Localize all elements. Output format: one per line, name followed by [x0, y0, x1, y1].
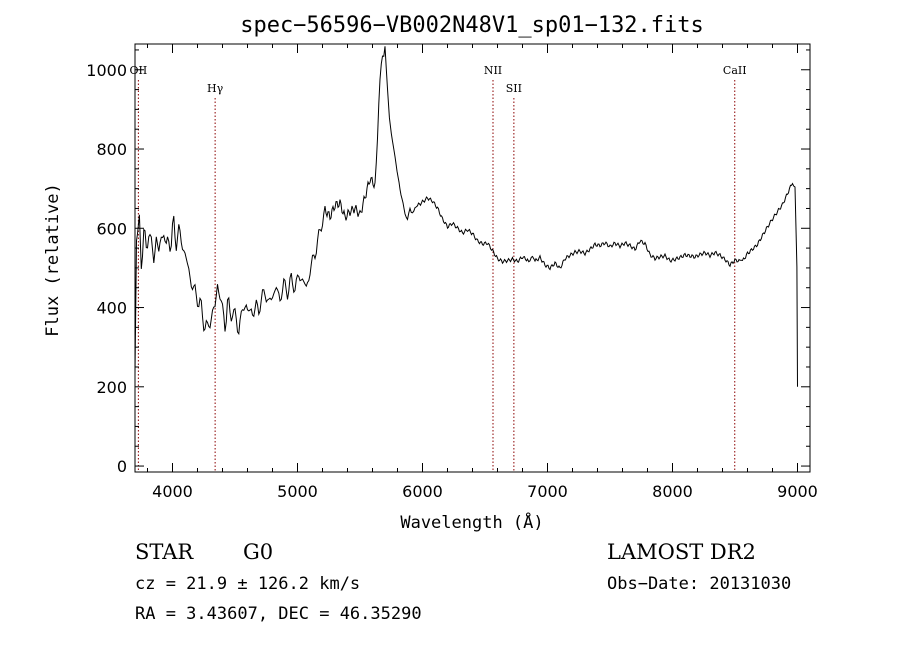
y-tick-label-1: 200: [96, 378, 127, 397]
emission-line-markers: OII Hγ NII SII CaII: [130, 64, 747, 472]
y-tick-label-5: 1000: [86, 61, 127, 80]
y-tick-label-4: 800: [96, 140, 127, 159]
y-tick-label-0: 0: [117, 457, 127, 476]
x-tick-label-4: 8000: [652, 482, 693, 501]
x-axis-ticks: 4000 5000 6000 7000 8000 9000: [147, 44, 818, 501]
x-axis-label: Wavelength (Å): [400, 511, 543, 533]
observation-date: Obs−Date: 20131030: [607, 574, 792, 594]
marker-label-3: SII: [506, 82, 522, 95]
y-tick-label-3: 600: [96, 219, 127, 238]
spectrum-series-line: [134, 46, 798, 387]
coordinates: RA = 3.43607, DEC = 46.35290: [135, 604, 422, 624]
object-class: STAR: [135, 540, 194, 564]
subclass: G0: [243, 540, 274, 564]
x-tick-label-0: 4000: [152, 482, 193, 501]
survey-name: LAMOST DR2: [607, 540, 756, 564]
x-tick-label-1: 5000: [277, 482, 318, 501]
plot-frame: [134, 43, 811, 473]
x-tick-label-3: 7000: [527, 482, 568, 501]
redshift-velocity: cz = 21.9 ± 126.2 km/s: [135, 574, 361, 594]
y-tick-label-2: 400: [96, 299, 127, 318]
x-tick-label-5: 9000: [777, 482, 818, 501]
marker-label-1: Hγ: [207, 82, 224, 95]
x-tick-label-2: 6000: [402, 482, 443, 501]
marker-label-0: OII: [130, 64, 148, 77]
chart-title: spec−56596−VB002N48V1_sp01−132.fits: [240, 13, 704, 38]
y-axis-ticks: 0 200 400 600 800 1000: [86, 49, 810, 476]
marker-label-2: NII: [484, 64, 502, 77]
y-axis-label: Flux (relative): [43, 183, 63, 337]
marker-label-4: CaII: [723, 64, 747, 77]
